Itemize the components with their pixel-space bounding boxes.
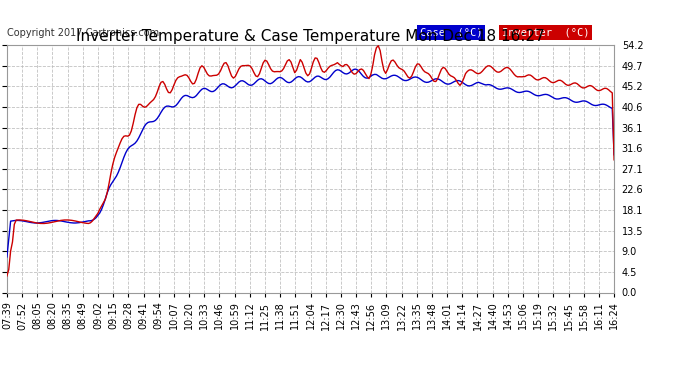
Text: Inverter  (°C): Inverter (°C) [502, 28, 589, 38]
Text: Case  (°C): Case (°C) [420, 28, 482, 38]
Title: Inverter Temperature & Case Temperature Mon Dec 18 16:27: Inverter Temperature & Case Temperature … [76, 29, 545, 44]
Text: Copyright 2017 Cartronics.com: Copyright 2017 Cartronics.com [7, 28, 159, 38]
